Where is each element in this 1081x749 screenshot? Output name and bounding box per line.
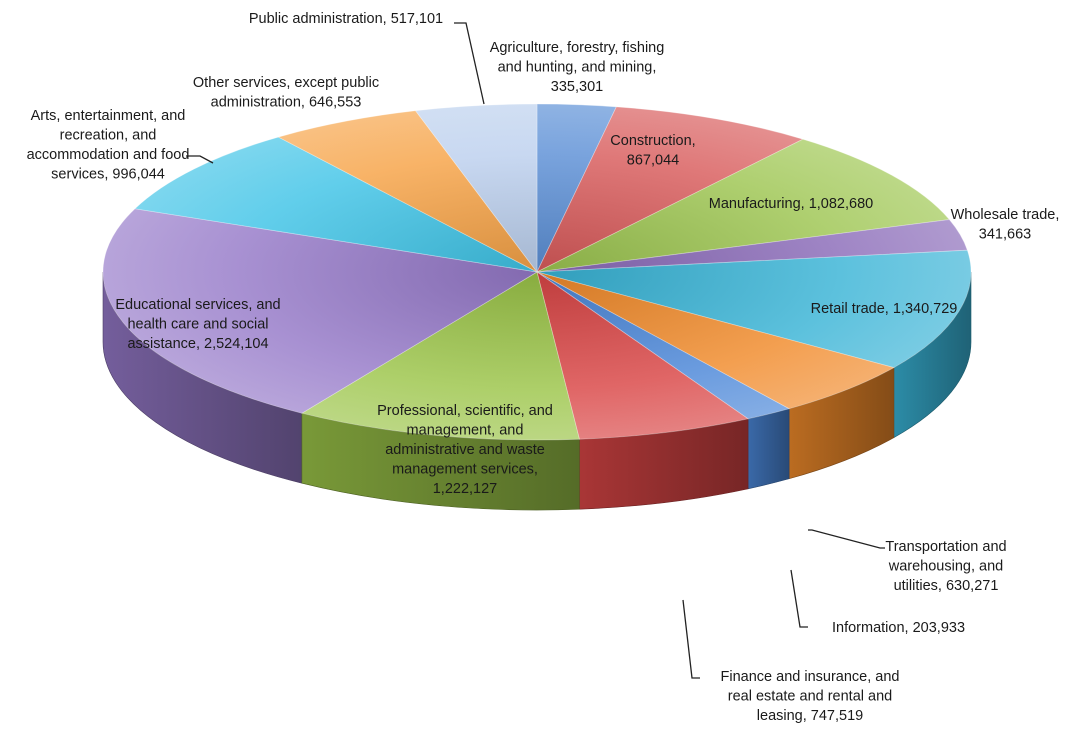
pie-slice xyxy=(134,136,538,273)
data-label: Construction, 867,044 xyxy=(610,133,695,169)
data-label: Public administration, 517,101 xyxy=(249,11,443,27)
data-label: Information, 203,933 xyxy=(832,620,965,636)
pie-slice xyxy=(102,208,539,414)
data-labels: Public administration, 517,101 Agricultur… xyxy=(27,11,1060,724)
pie-slice xyxy=(536,249,972,369)
pie-slice xyxy=(536,103,617,273)
pie-slice xyxy=(277,110,538,273)
pie-slice xyxy=(536,138,951,273)
pie-slice xyxy=(536,271,750,440)
data-label: Agriculture, forestry, fishing and huntin… xyxy=(490,40,665,95)
leader-line xyxy=(454,22,485,105)
pie-slice xyxy=(536,219,968,273)
data-label: Arts, entertainment, and recreation, and a… xyxy=(27,108,190,183)
leader-line xyxy=(790,569,808,628)
data-label: Transportation and warehousing, and utilit… xyxy=(885,539,1006,594)
leader-line xyxy=(186,155,214,164)
pie-slice-side xyxy=(747,408,790,490)
leader-line xyxy=(682,599,700,679)
data-label: Wholesale trade, 341,663 xyxy=(951,207,1060,243)
pie-slice xyxy=(414,103,538,274)
data-label: Finance and insurance, and real estate an… xyxy=(721,669,900,724)
leader-lines xyxy=(186,22,885,679)
pie-sides xyxy=(102,271,972,511)
pie-tops xyxy=(102,103,972,441)
data-label: Manufacturing, 1,082,680 xyxy=(709,196,873,212)
pie-slice xyxy=(536,106,805,273)
pie-slice xyxy=(536,271,791,420)
leader-line xyxy=(808,529,885,549)
pie-slice xyxy=(300,271,580,441)
data-label: Educational services, and health care and… xyxy=(115,297,280,352)
data-label: Professional, scientific, and management,… xyxy=(377,403,553,497)
pie-slice xyxy=(536,271,895,410)
data-label: Other services, except public administrat… xyxy=(193,75,379,111)
data-label: Retail trade, 1,340,729 xyxy=(811,301,958,317)
